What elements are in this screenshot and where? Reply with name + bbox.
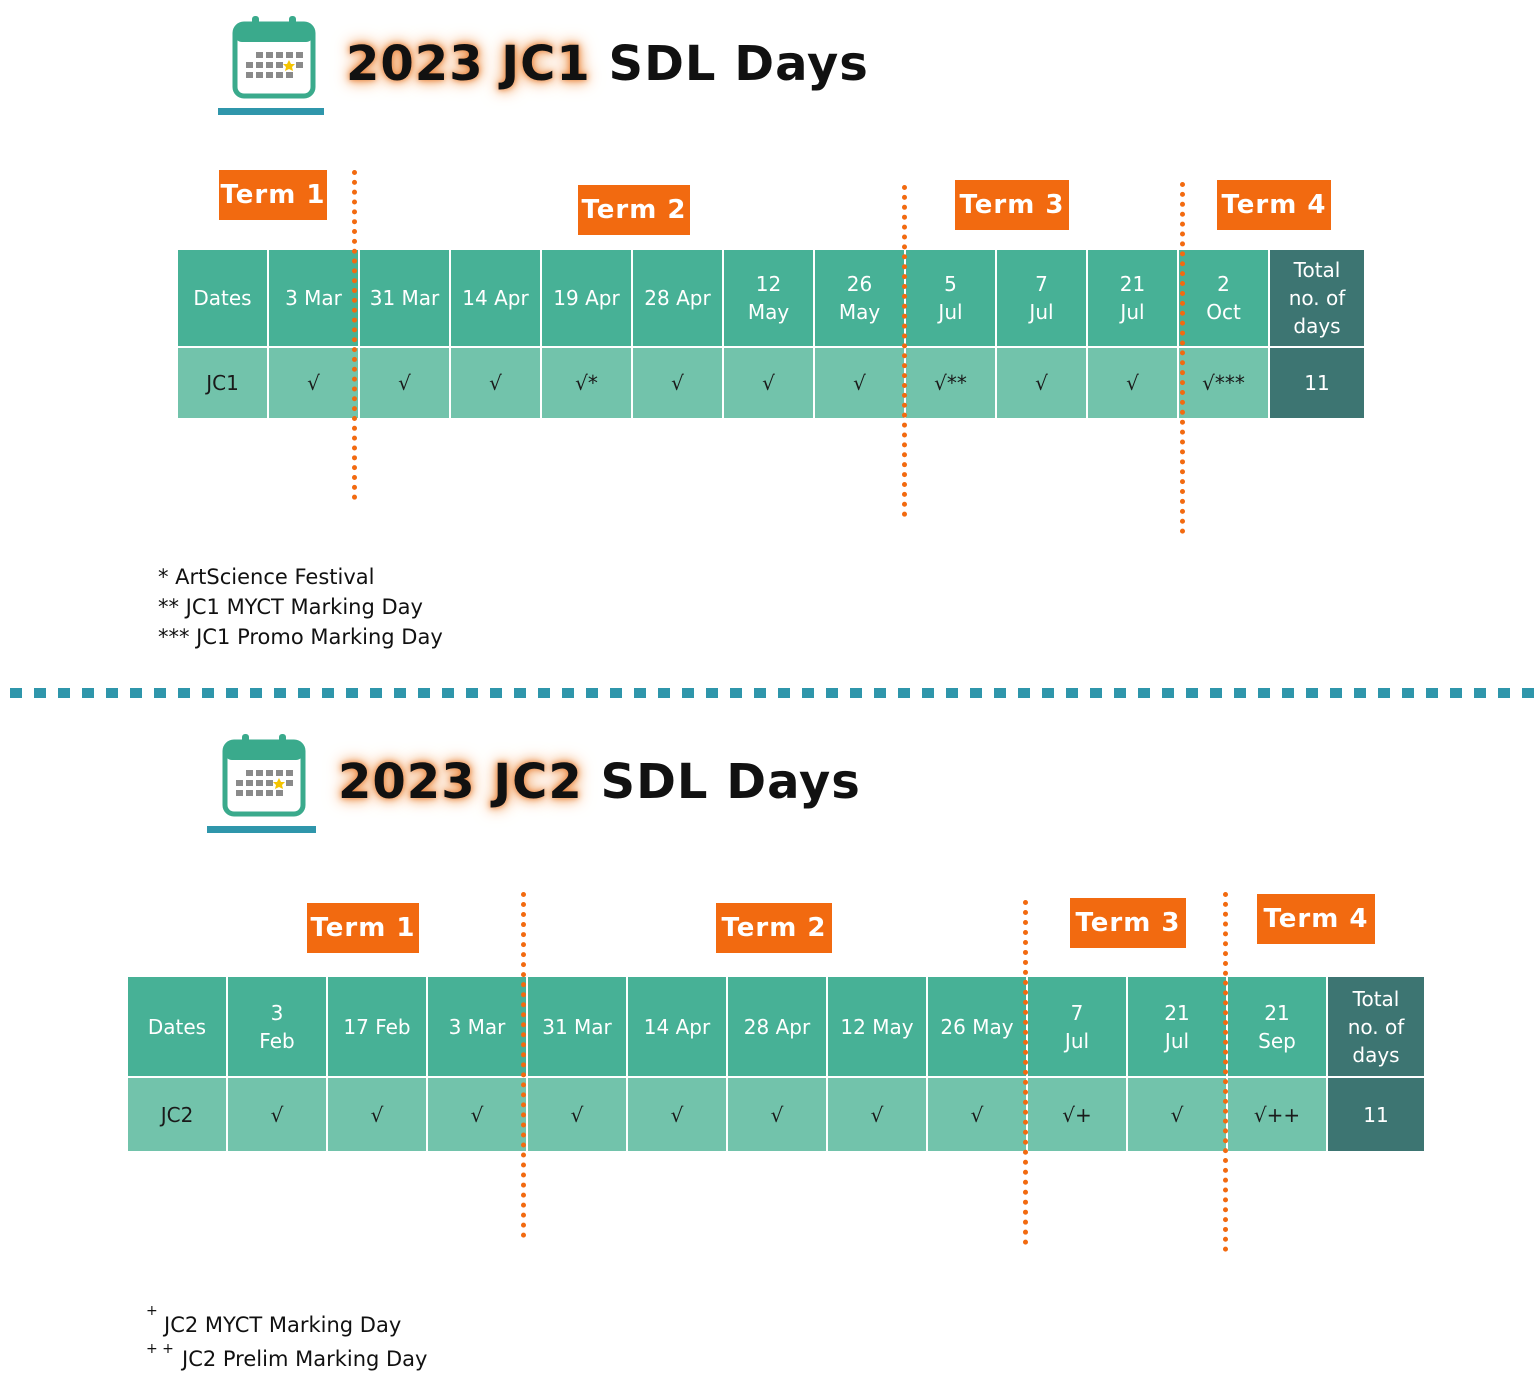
title-lead: 2023 JC1 — [346, 36, 591, 92]
term-3-label: Term 3 — [1070, 898, 1186, 948]
term-1-label: Term 1 — [307, 903, 419, 953]
row-label: JC1 — [176, 346, 269, 420]
term-divider-line — [352, 170, 357, 500]
section-divider — [10, 688, 1536, 698]
header-cell: 31 Mar — [358, 248, 451, 348]
total-header-cell: Total no. of days — [1268, 248, 1366, 348]
header-cell: 7 Jul — [1026, 975, 1128, 1078]
table-cell: √* — [540, 346, 633, 420]
calendar-underline — [218, 108, 324, 115]
footnotes-jc1: * ArtScience Festival ** JC1 MYCT Markin… — [158, 562, 443, 652]
title-lead: 2023 JC2 — [338, 754, 583, 810]
header-cell: 21 Jul — [1086, 248, 1179, 348]
footnote-text: JC2 MYCT Marking Day — [164, 1313, 402, 1337]
term-3-label: Term 3 — [955, 180, 1069, 230]
term-2-label: Term 2 — [578, 185, 690, 235]
footnote: + + JC2 Prelim Marking Day — [146, 1340, 427, 1374]
table-cell: √+ — [1026, 1076, 1128, 1153]
header-cell: 2 Oct — [1177, 248, 1270, 348]
header-cell: 17 Feb — [326, 975, 428, 1078]
header-cell: 21 Sep — [1226, 975, 1328, 1078]
header-cell: 12 May — [722, 248, 815, 348]
calendar-icon — [222, 734, 306, 817]
header-cell: 3 Mar — [426, 975, 528, 1078]
term-1-label: Term 1 — [219, 170, 327, 220]
term-4-label: Term 4 — [1217, 180, 1331, 230]
header-cell: 14 Apr — [449, 248, 542, 348]
term-2-label: Term 2 — [716, 903, 832, 953]
table-cell: √** — [904, 346, 997, 420]
table-cell: √ — [526, 1076, 628, 1153]
table-cell: √ — [358, 346, 451, 420]
footnote-marker: + — [146, 1303, 158, 1319]
title-rest: SDL Days — [582, 754, 861, 810]
header-cell: 19 Apr — [540, 248, 633, 348]
table-cell: √ — [1086, 346, 1179, 420]
table-cell: √ — [326, 1076, 428, 1153]
header-cell: 3 Mar — [267, 248, 360, 348]
total-cell: 11 — [1268, 346, 1366, 420]
header-cell: 26 May — [926, 975, 1028, 1078]
header-cell: Dates — [126, 975, 228, 1078]
table-cell: √ — [813, 346, 906, 420]
header-cell: 5 Jul — [904, 248, 997, 348]
table-cell: √ — [995, 346, 1088, 420]
header-cell: 7 Jul — [995, 248, 1088, 348]
total-header-cell: Total no. of days — [1326, 975, 1426, 1078]
header-cell: 28 Apr — [631, 248, 724, 348]
table-cell: √ — [726, 1076, 828, 1153]
table-cell: √ — [626, 1076, 728, 1153]
footnote: * ArtScience Festival — [158, 565, 375, 589]
calendar-icon — [232, 16, 316, 99]
table-cell: √ — [722, 346, 815, 420]
term-divider-line — [902, 185, 907, 517]
header-cell: 31 Mar — [526, 975, 628, 1078]
table-cell: √ — [267, 346, 360, 420]
table-cell: √ — [426, 1076, 528, 1153]
footnote-marker: + + — [146, 1341, 174, 1357]
footnote-text: JC2 Prelim Marking Day — [182, 1347, 428, 1371]
table-cell: √++ — [1226, 1076, 1328, 1153]
footnote: + JC2 MYCT Marking Day — [146, 1302, 427, 1340]
page-title-jc2: 2023 JC2 SDL Days — [338, 754, 861, 810]
term-divider-line — [1180, 182, 1185, 534]
header-cell: 14 Apr — [626, 975, 728, 1078]
header-cell: Dates — [176, 248, 269, 348]
row-label: JC2 — [126, 1076, 228, 1153]
header-cell: 26 May — [813, 248, 906, 348]
table-cell: √ — [926, 1076, 1028, 1153]
table-cell: √ — [226, 1076, 328, 1153]
header-cell: 12 May — [826, 975, 928, 1078]
header-cell: 28 Apr — [726, 975, 828, 1078]
sdl-table-jc2: Dates 3 Feb 17 Feb 3 Mar 31 Mar 14 Apr 2… — [126, 975, 1426, 1153]
term-divider-line — [1223, 892, 1228, 1252]
table-cell: √ — [826, 1076, 928, 1153]
footnotes-jc2: + JC2 MYCT Marking Day + + JC2 Prelim Ma… — [146, 1302, 427, 1374]
page-title-jc1: 2023 JC1 SDL Days — [346, 36, 869, 92]
header-cell: 3 Feb — [226, 975, 328, 1078]
footnote: *** JC1 Promo Marking Day — [158, 625, 443, 649]
table-cell: √ — [1126, 1076, 1228, 1153]
table-cell: √ — [449, 346, 542, 420]
term-4-label: Term 4 — [1257, 894, 1375, 944]
header-cell: 21 Jul — [1126, 975, 1228, 1078]
sdl-table-jc1: Dates 3 Mar 31 Mar 14 Apr 19 Apr 28 Apr … — [176, 248, 1366, 420]
title-rest: SDL Days — [590, 36, 869, 92]
footnote: ** JC1 MYCT Marking Day — [158, 595, 423, 619]
table-cell: √ — [631, 346, 724, 420]
term-divider-line — [521, 892, 526, 1238]
calendar-underline — [207, 826, 316, 833]
total-cell: 11 — [1326, 1076, 1426, 1153]
table-cell: √*** — [1177, 346, 1270, 420]
term-divider-line — [1023, 900, 1028, 1245]
